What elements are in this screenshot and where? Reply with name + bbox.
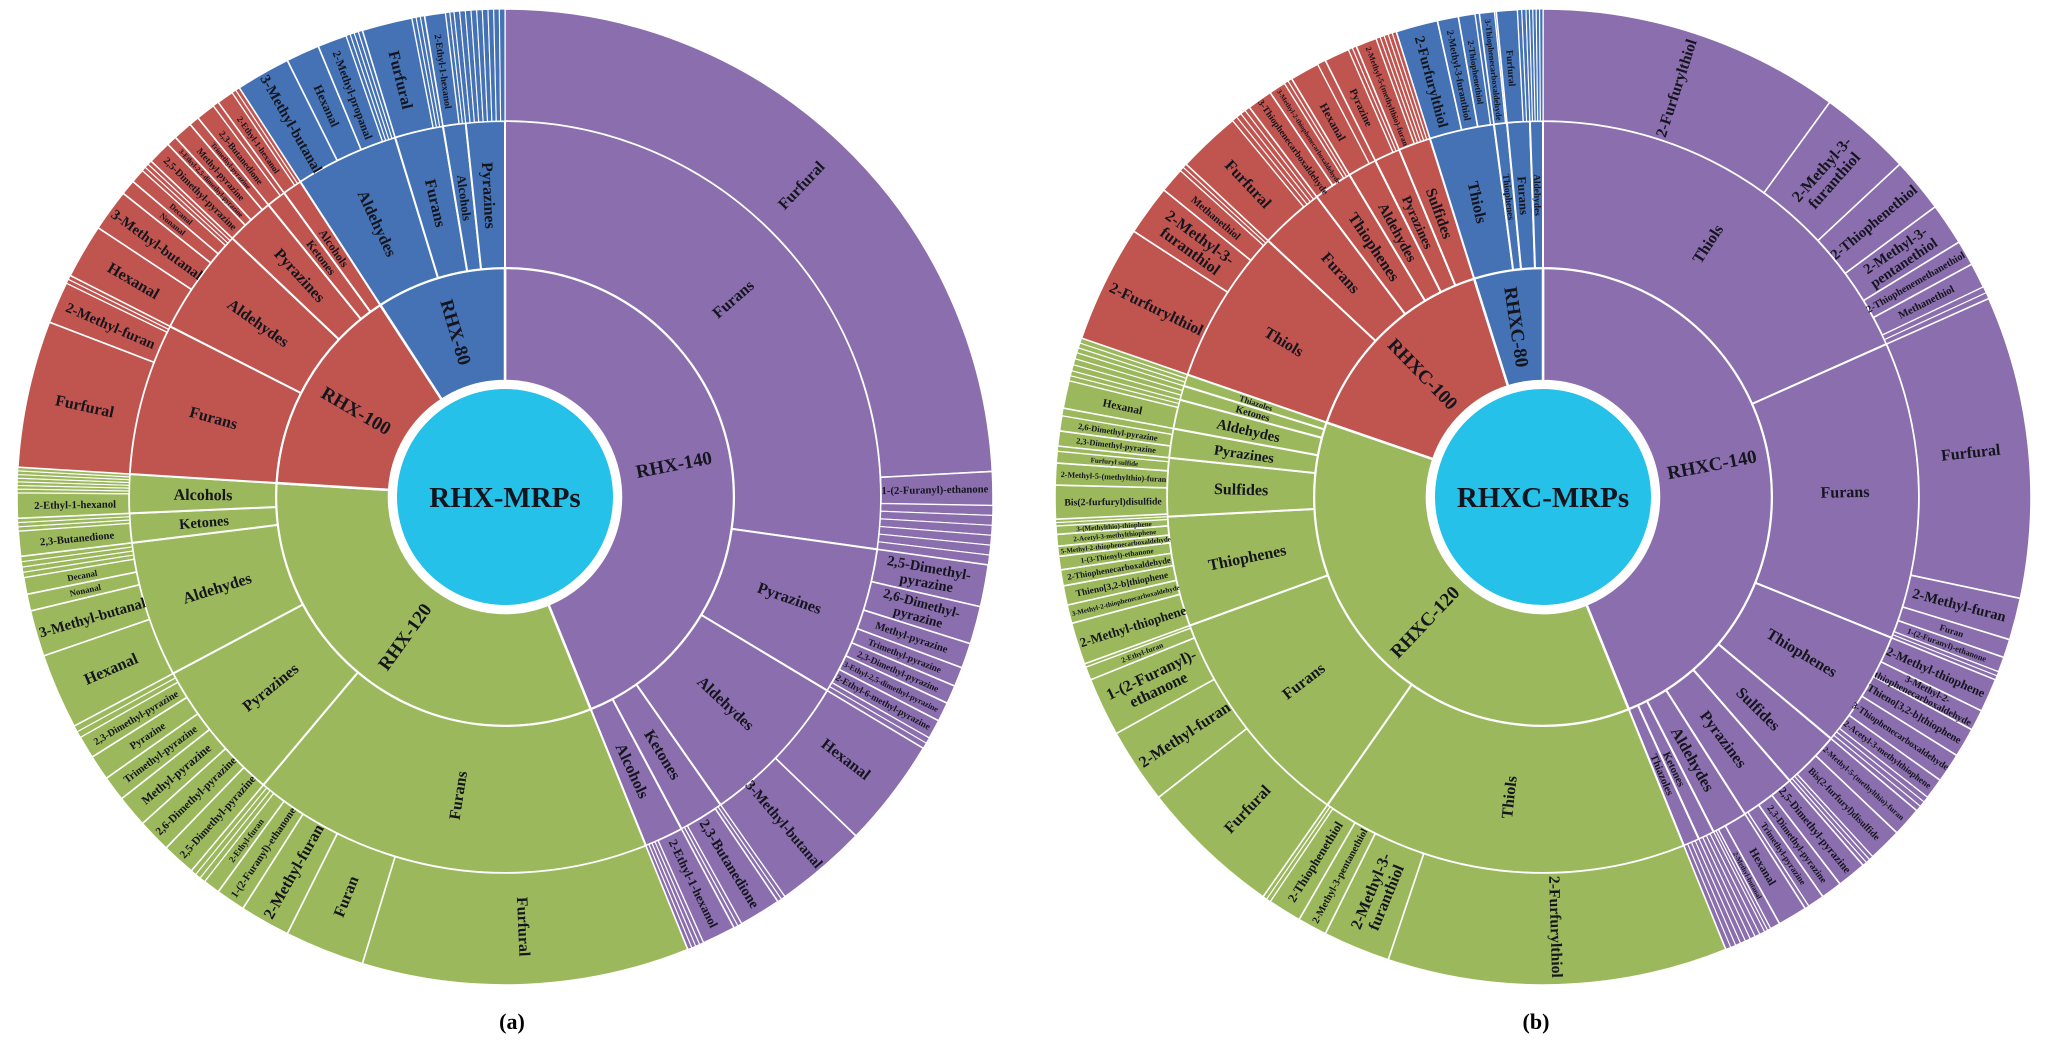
compound-label: Bis(2-furfuryl)disulfide xyxy=(1064,496,1162,508)
class-label: Sulfides xyxy=(1214,481,1269,499)
class-label: Alcohols xyxy=(174,487,233,505)
sunburst-b-canvas: RHXC-140Thiols2-Furfurylthiol2-Methyl-3-… xyxy=(1054,8,2032,986)
class-label: Furans xyxy=(1515,176,1531,215)
sunburst-a-canvas: RHX-140FuransFurfural1-(2-Furanyl)-ethan… xyxy=(16,8,994,986)
compound-slice xyxy=(504,8,994,479)
caption-b: (b) xyxy=(1522,1009,1550,1034)
compound-label: Furfural xyxy=(513,897,533,958)
compound-slice-minor xyxy=(1539,8,1544,122)
caption-a: (a) xyxy=(499,1009,525,1034)
class-label: Pyrazines xyxy=(478,162,498,229)
sunburst-chart-b: RHXC-140 Thiols 2-Furfurylthiol 2-Methyl-3-… xyxy=(1024,0,2048,1043)
compound-label: 2-Ethyl-1-hexanol xyxy=(34,499,116,512)
compound-slice-minor xyxy=(498,8,506,122)
class-label: Ketones xyxy=(179,513,230,533)
compound-label: Furfural xyxy=(1940,442,2002,465)
center-circle xyxy=(393,385,617,609)
compound-label: Furfuryl sulfide xyxy=(1090,456,1138,468)
class-label: Alcohols xyxy=(454,174,474,222)
sunburst-chart-a: RHX-140 Furans Furfural 1-(2-Furanyl)-ethan… xyxy=(16,8,994,1034)
compound-label: Furfural xyxy=(1503,50,1517,87)
class-label: Furans xyxy=(1820,484,1869,502)
center-circle xyxy=(1431,385,1655,609)
class-label: Aldehydes xyxy=(1531,174,1542,216)
compound-label: 2-Furfurylthiol xyxy=(1545,876,1565,979)
compound-label: 1-(2-Furanyl)-ethanone xyxy=(881,483,988,497)
class-label: Thiols xyxy=(1499,775,1521,819)
center-label: RHX-MRPs xyxy=(429,482,580,514)
center-label: RHXC-MRPs xyxy=(1457,482,1629,514)
